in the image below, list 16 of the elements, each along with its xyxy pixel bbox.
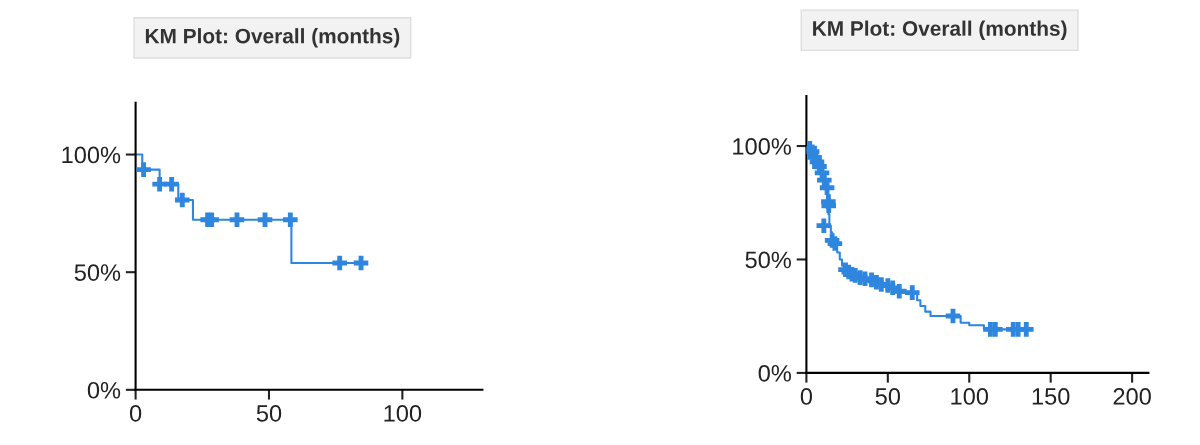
y-tick-label: 100% (62, 146, 121, 164)
chart-title: KM Plot: Overall (months) (145, 28, 400, 48)
x-tick-label: 150 (1032, 388, 1070, 405)
x-tick-label: 100 (384, 405, 422, 422)
x-tick-label: 200 (1113, 388, 1151, 405)
y-tick-label: 50% (74, 264, 121, 281)
y-tick-label: 50% (745, 251, 791, 269)
y-tick-label: 100% (733, 138, 791, 155)
x-tick-label: 50 (256, 405, 282, 422)
y-tick-label: 0% (758, 364, 791, 382)
x-tick-label: 50 (875, 388, 901, 405)
x-tick-label: 0 (800, 388, 813, 405)
x-tick-label: 0 (129, 405, 142, 422)
y-tick-label: 0% (87, 381, 121, 399)
chart-title: KM Plot: Overall (months) (813, 20, 1067, 40)
x-tick-label: 100 (951, 388, 989, 405)
